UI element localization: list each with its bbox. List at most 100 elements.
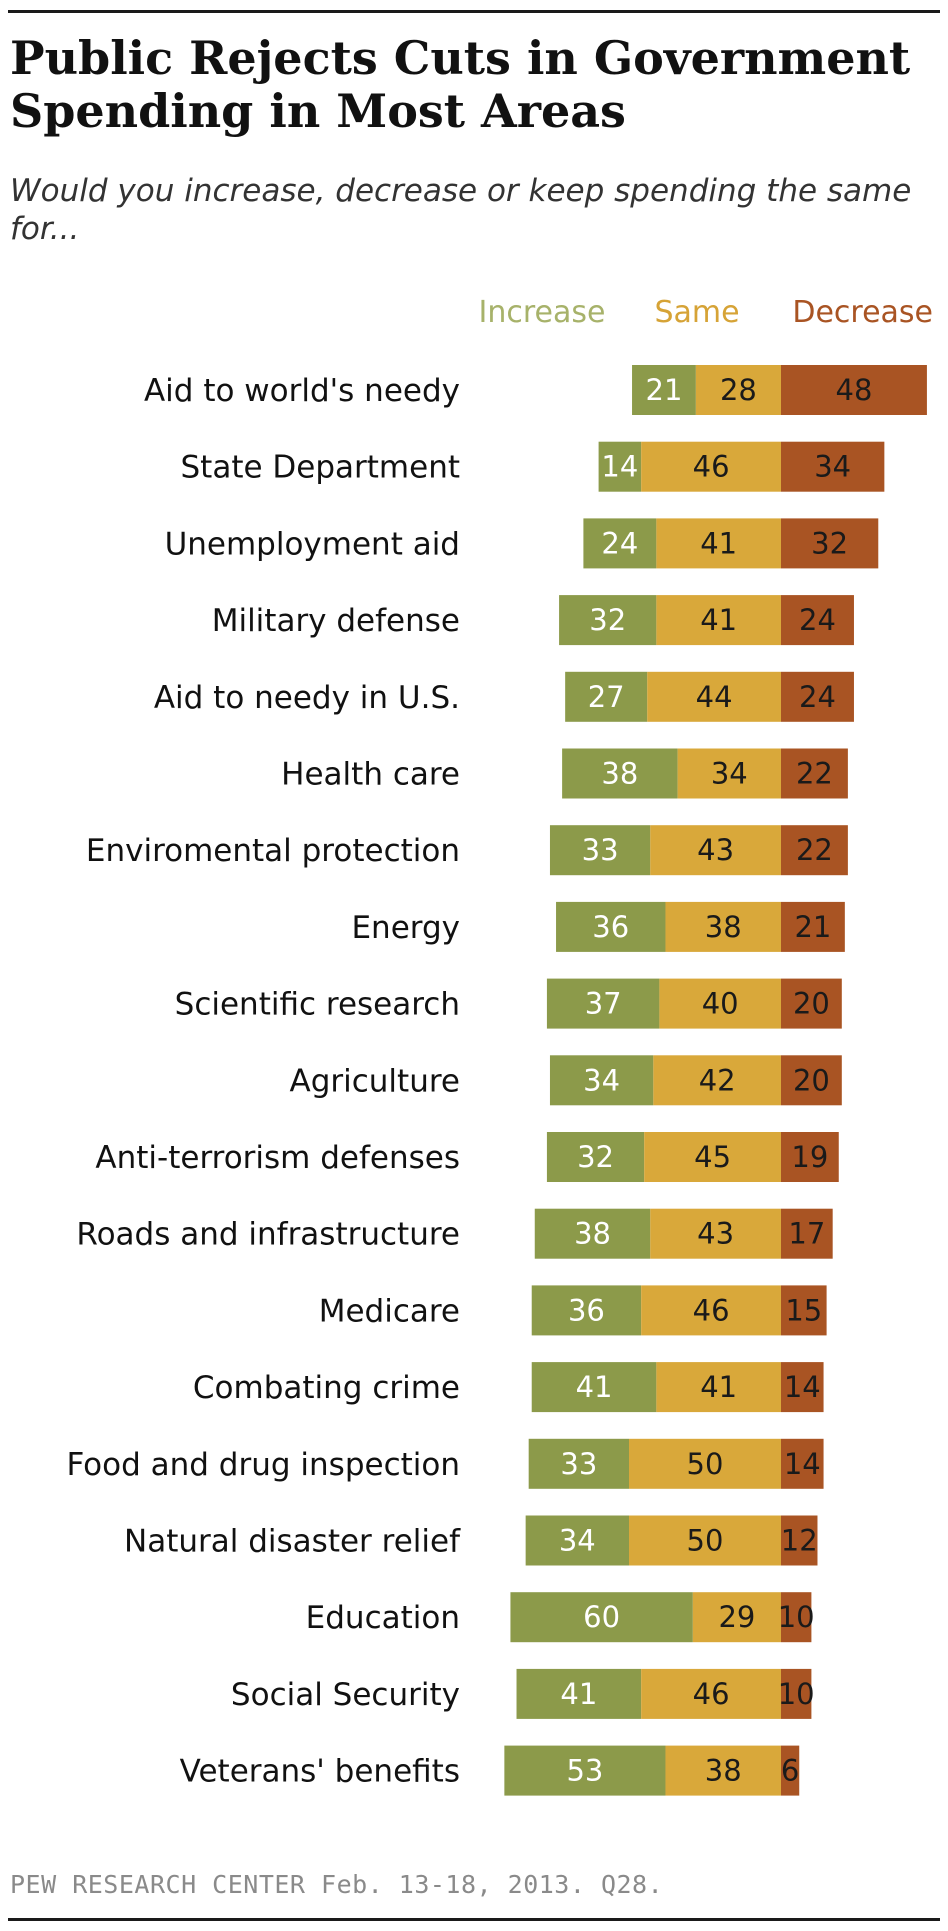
value-label-same: 50 — [687, 1524, 724, 1558]
value-label-same: 29 — [718, 1600, 755, 1634]
value-label-decrease: 24 — [799, 603, 836, 637]
bar-decrease — [781, 595, 854, 646]
bar-decrease — [781, 1362, 824, 1413]
category-label: Enviromental protection — [86, 833, 460, 869]
value-label-decrease: 22 — [796, 757, 833, 791]
bar-same — [665, 1745, 781, 1796]
value-label-increase: 38 — [574, 1217, 611, 1251]
bar-increase — [531, 1285, 642, 1336]
bar-increase — [546, 978, 660, 1029]
value-label-decrease: 34 — [814, 450, 851, 484]
value-label-increase: 37 — [585, 987, 622, 1021]
bar-same — [629, 1515, 781, 1566]
bar-same — [677, 748, 781, 799]
value-label-increase: 60 — [583, 1600, 620, 1634]
value-label-increase: 34 — [559, 1524, 596, 1558]
bar-increase — [516, 1668, 642, 1719]
category-label: Aid to world's needy — [144, 373, 460, 409]
value-label-decrease: 10 — [778, 1677, 815, 1711]
value-label-increase: 38 — [601, 757, 638, 791]
value-label-decrease: 21 — [794, 910, 831, 944]
legend-same: Same — [654, 295, 739, 330]
bar-increase — [549, 825, 651, 876]
value-label-same: 38 — [705, 1754, 742, 1788]
value-label-same: 44 — [696, 680, 733, 714]
bar-decrease — [781, 1285, 827, 1336]
bar-decrease — [781, 748, 848, 799]
category-label: Education — [306, 1600, 460, 1636]
bar-same — [641, 1668, 781, 1719]
value-label-decrease: 17 — [788, 1217, 825, 1251]
bar-same — [647, 671, 781, 722]
stacked-bar-chart: Increase Same Decrease Aid to world's needy… — [66, 295, 933, 1796]
category-label: State Department — [181, 450, 461, 486]
bottom-rule — [8, 1918, 940, 1921]
value-label-increase: 32 — [589, 603, 626, 637]
value-label-same: 50 — [687, 1447, 724, 1481]
bar-decrease — [781, 1592, 812, 1643]
value-label-decrease: 20 — [793, 1063, 830, 1097]
value-label-same: 28 — [720, 373, 757, 407]
category-label: Agriculture — [290, 1063, 461, 1099]
bar-decrease — [781, 518, 879, 569]
value-label-decrease: 22 — [796, 833, 833, 867]
value-label-decrease: 14 — [784, 1370, 821, 1404]
value-label-same: 41 — [700, 603, 737, 637]
bar-decrease — [781, 825, 848, 876]
value-label-same: 43 — [697, 1217, 734, 1251]
value-label-decrease: 12 — [781, 1524, 818, 1558]
value-label-increase: 14 — [601, 450, 638, 484]
category-label: Health care — [281, 757, 460, 793]
value-label-decrease: 10 — [778, 1600, 815, 1634]
value-label-same: 46 — [693, 1677, 730, 1711]
bar-same — [692, 1592, 781, 1643]
value-label-decrease: 15 — [785, 1293, 822, 1327]
bar-increase — [531, 1362, 657, 1413]
category-label: Military defense — [212, 603, 460, 639]
bar-same — [656, 518, 781, 569]
bar-same — [644, 1132, 781, 1182]
legend-decrease: Decrease — [792, 295, 933, 330]
value-label-increase: 41 — [560, 1677, 597, 1711]
value-label-same: 46 — [693, 450, 730, 484]
value-label-same: 41 — [700, 526, 737, 560]
category-label: Combating crime — [193, 1370, 460, 1406]
bar-same — [650, 1208, 781, 1259]
category-label: Social Security — [231, 1677, 460, 1713]
bar-increase — [565, 671, 648, 722]
value-label-decrease: 6 — [781, 1754, 799, 1788]
bar-decrease — [781, 671, 854, 722]
bar-increase — [525, 1515, 629, 1566]
bar-same — [629, 1438, 781, 1489]
bar-decrease — [781, 978, 842, 1029]
value-label-increase: 33 — [560, 1447, 597, 1481]
category-label: Food and drug inspection — [66, 1447, 460, 1483]
value-label-same: 45 — [694, 1140, 731, 1174]
value-label-increase: 34 — [583, 1063, 620, 1097]
bar-increase — [559, 595, 657, 646]
bar-decrease — [781, 1055, 842, 1106]
value-label-increase: 24 — [601, 526, 638, 560]
value-label-increase: 53 — [566, 1754, 603, 1788]
value-label-same: 43 — [697, 833, 734, 867]
bar-increase — [510, 1592, 693, 1643]
bar-decrease — [781, 1515, 818, 1566]
bar-increase — [504, 1745, 666, 1796]
bar-same — [641, 1285, 781, 1336]
chart-title: Public Rejects Cuts in Government Spendi… — [10, 31, 911, 138]
value-label-increase: 32 — [577, 1140, 614, 1174]
category-label: Medicare — [319, 1293, 460, 1329]
category-label: Roads and infrastructure — [76, 1217, 460, 1253]
value-label-increase: 27 — [588, 680, 625, 714]
bar-increase — [546, 1132, 645, 1182]
bar-increase — [562, 748, 678, 799]
bar-decrease — [781, 1438, 824, 1489]
top-rule — [8, 10, 940, 13]
bar-same — [653, 1055, 781, 1106]
category-label: Natural disaster relief — [124, 1524, 461, 1560]
bar-decrease — [781, 1208, 833, 1259]
category-label: Unemployment aid — [165, 526, 460, 562]
value-label-same: 38 — [705, 910, 742, 944]
value-label-same: 34 — [711, 757, 748, 791]
bar-decrease — [781, 441, 885, 492]
